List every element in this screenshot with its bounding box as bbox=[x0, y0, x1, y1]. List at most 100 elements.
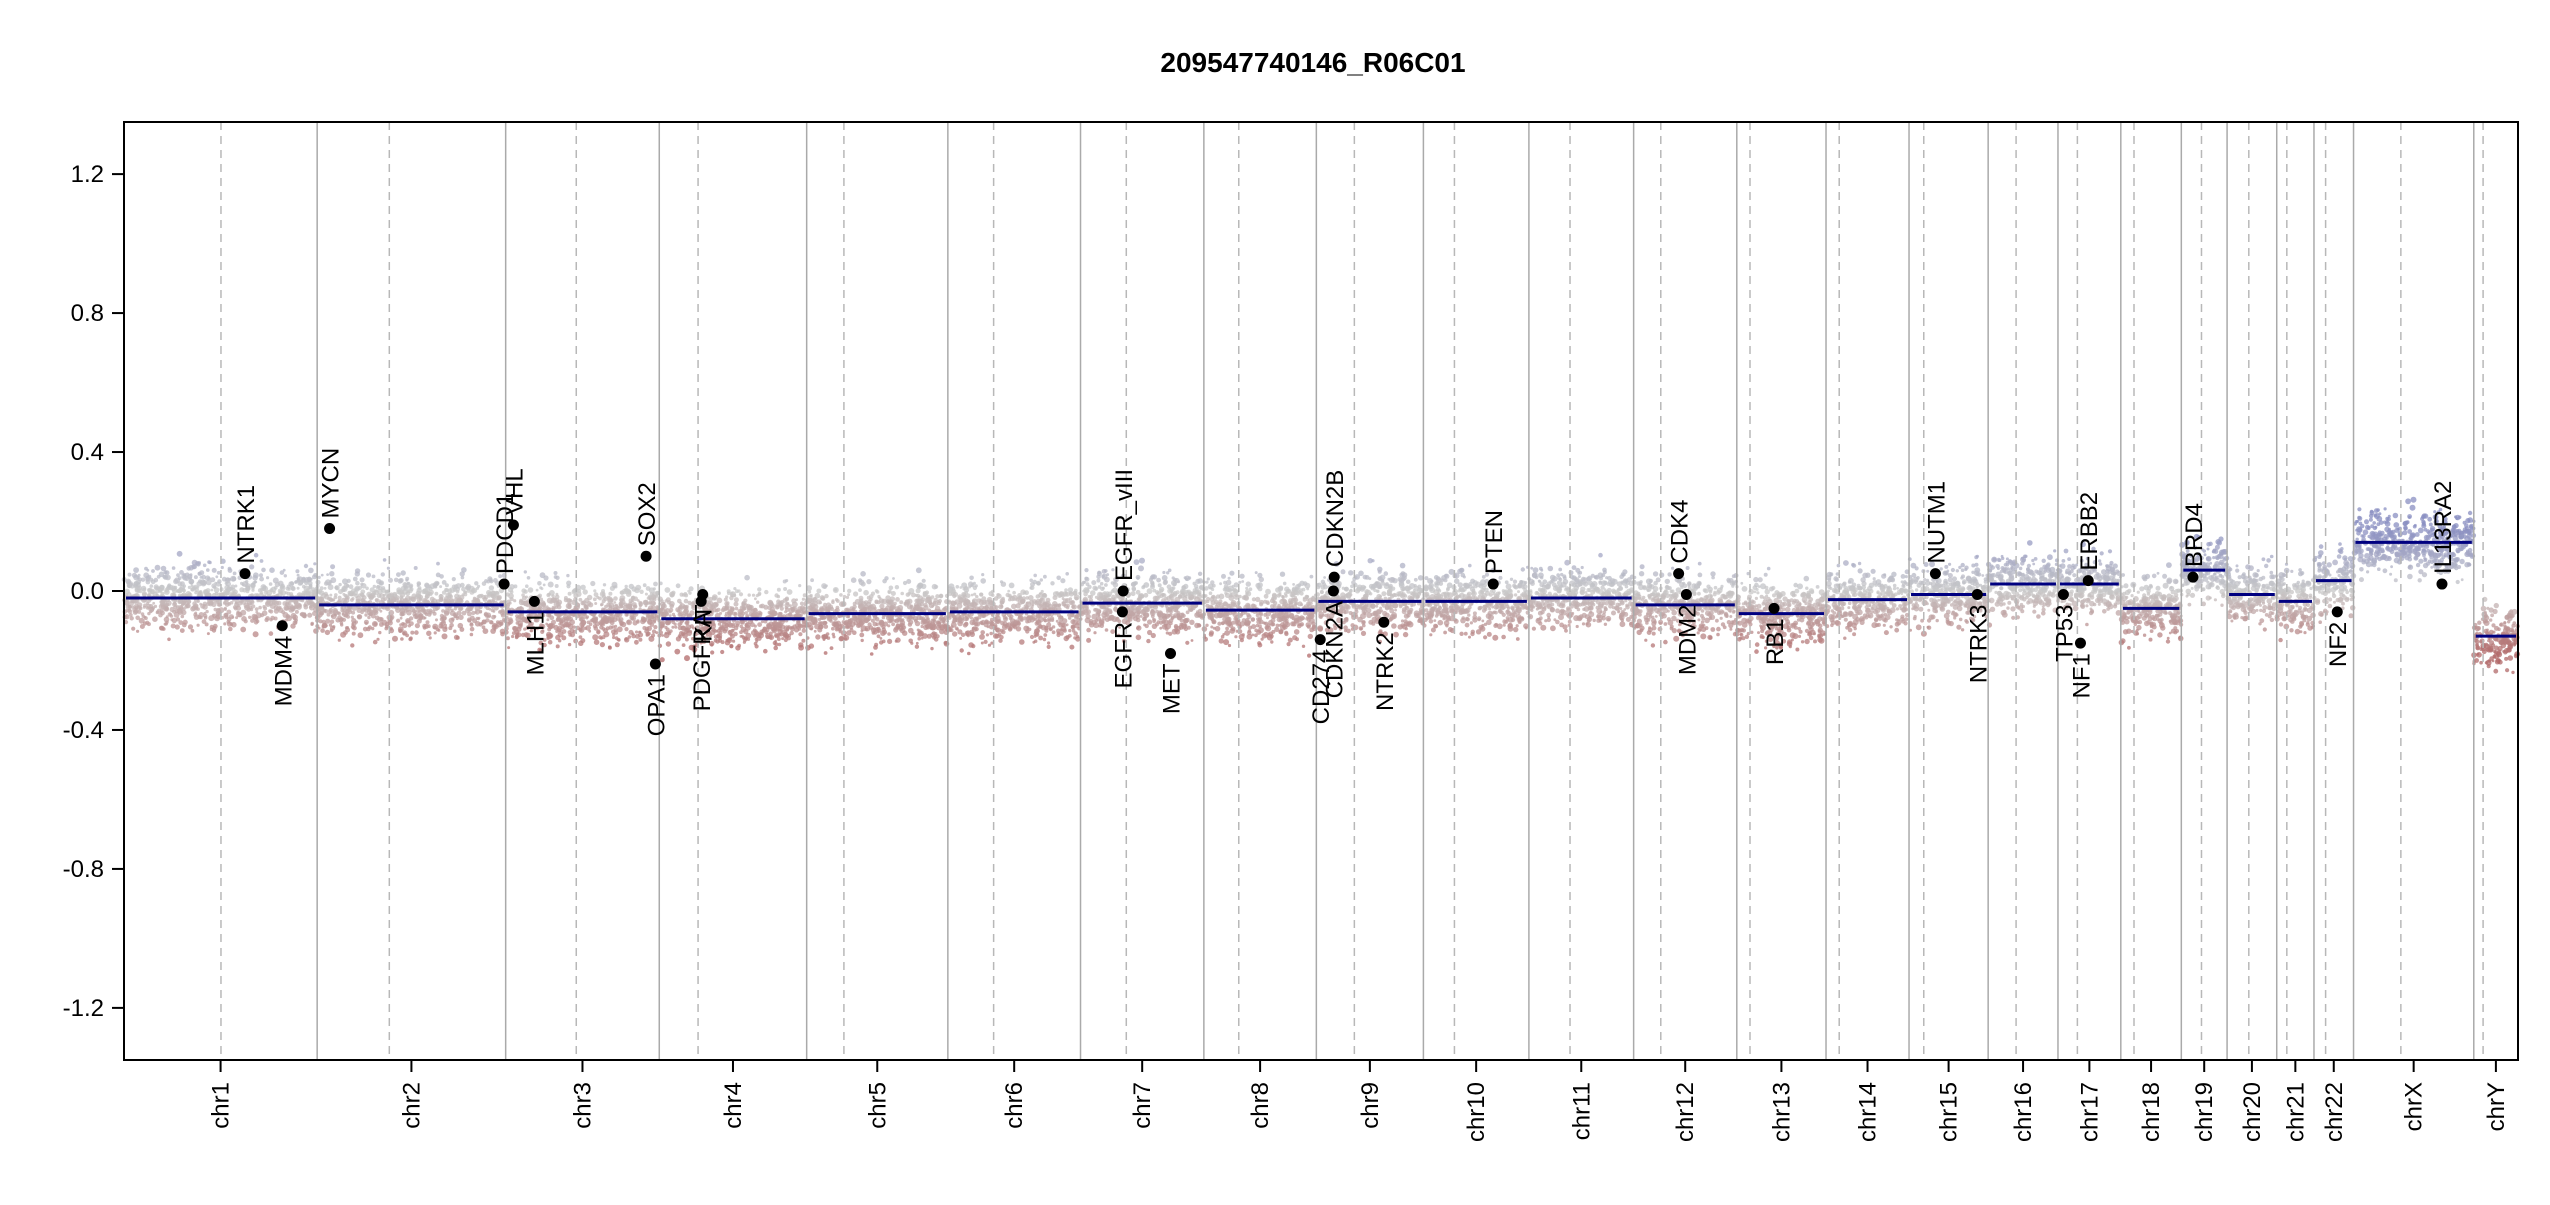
probe-point bbox=[952, 617, 958, 623]
probe-point bbox=[1101, 612, 1107, 618]
probe-point bbox=[1244, 617, 1250, 623]
probe-point bbox=[1013, 625, 1018, 630]
probe-point bbox=[124, 600, 130, 606]
probe-point bbox=[188, 578, 194, 585]
probe-point bbox=[424, 590, 430, 596]
probe-point bbox=[201, 574, 206, 580]
probe-point bbox=[282, 568, 286, 572]
probe-point bbox=[170, 592, 176, 598]
probe-point bbox=[1151, 574, 1158, 580]
probe-point bbox=[958, 600, 963, 605]
probe-point bbox=[682, 609, 689, 616]
probe-point bbox=[201, 619, 207, 624]
probe-point bbox=[831, 626, 835, 631]
probe-point bbox=[917, 629, 922, 634]
probe-point bbox=[248, 615, 252, 619]
probe-point bbox=[215, 575, 219, 579]
probe-point bbox=[628, 583, 634, 590]
probe-point bbox=[955, 585, 960, 589]
probe-point bbox=[1175, 590, 1180, 595]
probe-point bbox=[1047, 641, 1051, 645]
probe-point bbox=[475, 598, 481, 604]
probe-point bbox=[379, 622, 384, 627]
probe-point bbox=[1071, 624, 1076, 629]
probe-point bbox=[237, 601, 243, 606]
probe-point bbox=[1059, 628, 1064, 632]
probe-point bbox=[738, 592, 744, 597]
probe-point bbox=[760, 620, 764, 624]
probe-point bbox=[734, 606, 739, 611]
probe-point bbox=[673, 614, 676, 618]
probe-point bbox=[931, 583, 938, 590]
probe-point bbox=[887, 632, 891, 636]
probe-point bbox=[670, 593, 674, 598]
probe-point bbox=[722, 628, 728, 634]
probe-point bbox=[1219, 582, 1222, 586]
probe-point bbox=[882, 629, 888, 635]
probe-point bbox=[433, 631, 437, 635]
probe-point bbox=[454, 597, 459, 603]
probe-point bbox=[136, 629, 140, 633]
probe-point bbox=[968, 642, 974, 648]
probe-point bbox=[345, 608, 350, 613]
probe-point bbox=[1101, 574, 1105, 578]
probe-point bbox=[981, 573, 985, 577]
probe-point bbox=[302, 584, 306, 589]
probe-point bbox=[144, 566, 148, 571]
probe-point bbox=[290, 586, 295, 591]
probe-point bbox=[170, 623, 176, 629]
probe-point bbox=[588, 629, 592, 633]
probe-point bbox=[1181, 585, 1187, 591]
probe-point bbox=[135, 615, 140, 621]
probe-point bbox=[642, 583, 647, 588]
probe-point bbox=[331, 598, 336, 602]
probe-point bbox=[334, 593, 338, 597]
probe-point bbox=[1157, 583, 1162, 588]
probe-point bbox=[1131, 586, 1136, 591]
probe-point bbox=[1212, 596, 1218, 601]
probe-point bbox=[1241, 580, 1245, 583]
probe-point bbox=[853, 591, 859, 597]
probe-point bbox=[1189, 619, 1195, 625]
probe-point bbox=[538, 640, 544, 646]
probe-point bbox=[788, 612, 793, 617]
probe-point bbox=[1284, 611, 1289, 616]
probe-point bbox=[1007, 626, 1012, 631]
probe-point bbox=[1248, 625, 1253, 630]
probe-point bbox=[445, 592, 451, 598]
probe-point bbox=[614, 585, 618, 589]
probe-point bbox=[624, 627, 629, 632]
probe-point bbox=[737, 643, 741, 648]
probe-point bbox=[1282, 581, 1287, 586]
probe-point bbox=[489, 579, 494, 584]
probe-point bbox=[196, 623, 200, 627]
probe-point bbox=[638, 607, 642, 611]
probe-point bbox=[393, 577, 399, 583]
probe-point bbox=[776, 605, 780, 609]
probe-point bbox=[1159, 594, 1164, 598]
probe-point bbox=[729, 595, 734, 601]
probe-point bbox=[1020, 618, 1024, 622]
probe-point bbox=[231, 588, 236, 592]
probe-point bbox=[747, 593, 751, 597]
probe-point bbox=[858, 578, 863, 583]
probe-point bbox=[1051, 630, 1056, 635]
probe-point bbox=[384, 626, 389, 631]
probe-point bbox=[133, 567, 140, 573]
probe-point bbox=[1195, 611, 1200, 617]
probe-point bbox=[1198, 624, 1202, 628]
probe-point bbox=[677, 625, 683, 631]
probe-point bbox=[1044, 628, 1049, 633]
probe-point bbox=[285, 602, 291, 607]
probe-point bbox=[783, 625, 790, 632]
probe-point bbox=[1266, 616, 1269, 620]
probe-point bbox=[301, 599, 305, 603]
probe-point bbox=[1142, 613, 1146, 617]
probe-point bbox=[1087, 584, 1092, 590]
probe-point bbox=[967, 651, 971, 656]
probe-point bbox=[227, 568, 233, 573]
probe-point bbox=[426, 624, 431, 629]
probe-point bbox=[1172, 577, 1177, 582]
probe-point bbox=[361, 595, 367, 601]
probe-point bbox=[868, 604, 874, 611]
